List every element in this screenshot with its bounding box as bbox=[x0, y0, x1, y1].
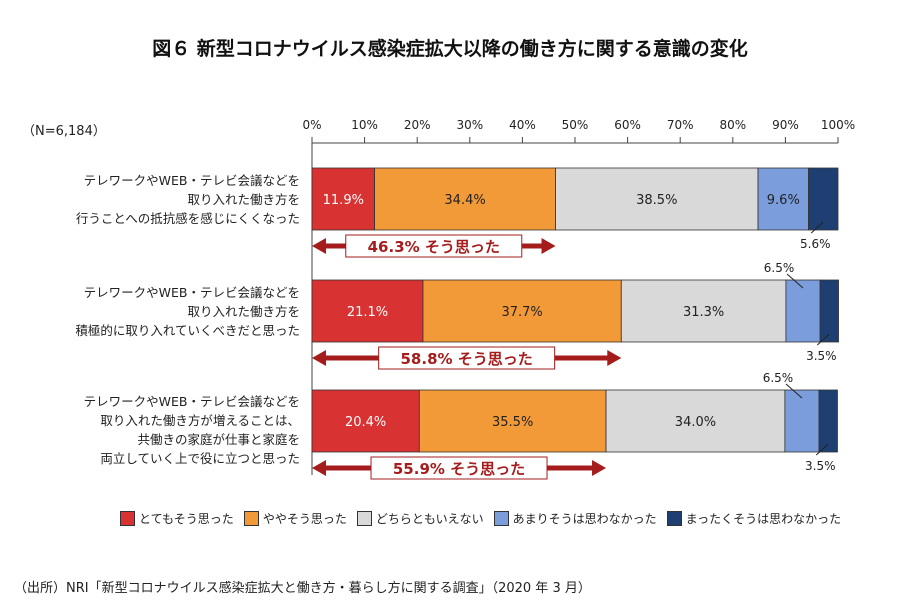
data-label: 6.5% bbox=[763, 371, 794, 385]
data-label: 35.5% bbox=[492, 415, 533, 430]
x-tick-label: 50% bbox=[562, 118, 589, 132]
category-label-line: 取り入れた働き方を bbox=[187, 303, 300, 319]
bar-segment bbox=[808, 167, 839, 231]
legend-label: どちらともいえない bbox=[375, 512, 484, 526]
x-tick-label: 30% bbox=[456, 118, 483, 132]
legend-item: あまりそうは思わなかった bbox=[493, 510, 657, 527]
data-label: 31.3% bbox=[683, 305, 724, 320]
category-label: テレワークやWEB・テレビ会議などを取り入れた働き方を積極的に取り入れていくべき… bbox=[75, 283, 300, 340]
leader-line bbox=[816, 333, 830, 346]
data-label: 34.0% bbox=[675, 415, 716, 430]
legend-swatch bbox=[666, 511, 682, 526]
data-label: 11.9% bbox=[323, 193, 364, 208]
bar-segment bbox=[374, 167, 556, 231]
leader-line bbox=[810, 221, 824, 234]
x-tick-label: 80% bbox=[719, 118, 746, 132]
data-label: 34.4% bbox=[444, 193, 485, 208]
data-label: 5.6% bbox=[800, 237, 831, 251]
bar-segment bbox=[620, 279, 787, 343]
legend-label: とてもそう思った bbox=[139, 512, 234, 526]
data-label: 3.5% bbox=[806, 349, 837, 363]
category-label-line: テレワークやWEB・テレビ会議などを bbox=[83, 284, 300, 300]
bar-segment bbox=[311, 279, 424, 343]
legend-label: あまりそうは思わなかった bbox=[512, 512, 657, 526]
x-tick-label: 20% bbox=[404, 118, 431, 132]
bar-segment bbox=[819, 279, 839, 343]
sample-size: （N=6,184） bbox=[22, 124, 106, 139]
bar-segment bbox=[605, 389, 786, 453]
category-label-line: 取り入れた働き方を bbox=[187, 191, 300, 207]
category-label-line: 取り入れた働き方が増えることは、 bbox=[100, 413, 300, 428]
legend-item: どちらともいえない bbox=[356, 510, 484, 527]
leader-line bbox=[786, 273, 804, 289]
legend-item: ややそう思った bbox=[243, 510, 347, 527]
data-label: 9.6% bbox=[767, 193, 800, 208]
bar-segment bbox=[784, 389, 820, 453]
x-tick-label: 70% bbox=[667, 118, 694, 132]
category-label: テレワークやWEB・テレビ会議などを取り入れた働き方が増えることは、共働きの家庭… bbox=[84, 392, 300, 468]
arrow-head-right bbox=[607, 350, 622, 366]
annotation-box bbox=[345, 234, 523, 258]
bar-segment bbox=[311, 389, 420, 453]
source-note: （出所）NRI「新型コロナウイルス感染症拡大と働き方・暮らし方に関する調査」（2… bbox=[14, 581, 591, 596]
category-label-line: テレワークやWEB・テレビ会議などを bbox=[83, 394, 300, 409]
arrow-head-left bbox=[312, 350, 326, 366]
bar-segment bbox=[757, 167, 809, 231]
leader-line bbox=[815, 443, 829, 456]
legend-swatch bbox=[120, 511, 135, 526]
arrow-head-right bbox=[592, 460, 607, 476]
category-label-line: テレワークやWEB・テレビ会議などを bbox=[83, 172, 300, 188]
category-label-line: 積極的に取り入れていくべきだと思った bbox=[75, 322, 300, 338]
data-label: 20.4% bbox=[345, 415, 386, 430]
legend: とてもそう思った ややそう思った どちらともいえない あまりそうは思わなかった まったく… bbox=[120, 510, 841, 527]
category-label-line: 共働きの家庭が仕事と家庭を bbox=[137, 432, 300, 447]
legend-item: とてもそう思った bbox=[120, 510, 234, 527]
arrow-head-left bbox=[312, 460, 326, 476]
legend-item: まったくそうは思わなかった bbox=[666, 510, 842, 527]
x-tick-label: 40% bbox=[509, 118, 536, 132]
legend-swatch bbox=[243, 511, 259, 526]
category-label-line: 両立していく上で役に立つと思った bbox=[100, 451, 300, 466]
data-label: 37.7% bbox=[501, 305, 542, 320]
annotation-label: 46.3% そう思った bbox=[368, 238, 500, 256]
bar-segment bbox=[785, 279, 821, 343]
x-tick-label: 60% bbox=[614, 118, 641, 132]
annotation-box bbox=[378, 346, 556, 370]
data-label: 38.5% bbox=[636, 193, 677, 208]
chart-title: 図６ 新型コロナウイルス感染症拡大以降の働き方に関する意識の変化 bbox=[152, 38, 748, 60]
legend-swatch bbox=[356, 511, 372, 526]
annotation-box bbox=[370, 456, 548, 480]
annotation-label: 58.8% そう思った bbox=[401, 350, 533, 368]
leader-line bbox=[785, 383, 803, 399]
annotation-label: 55.9% そう思った bbox=[393, 460, 525, 478]
legend-label: ややそう思った bbox=[262, 512, 347, 526]
data-label: 3.5% bbox=[805, 459, 836, 473]
x-tick-label: 90% bbox=[772, 118, 799, 132]
arrow-head-left bbox=[312, 238, 326, 254]
x-tick-label: 10% bbox=[351, 118, 378, 132]
data-label: 6.5% bbox=[764, 261, 795, 275]
arrow-head-right bbox=[541, 238, 556, 254]
category-label: テレワークやWEB・テレビ会議などを取り入れた働き方を行うことへの抵抗感を感じに… bbox=[76, 171, 300, 228]
legend-swatch bbox=[493, 511, 509, 526]
data-label: 21.1% bbox=[347, 305, 388, 320]
category-label-line: 行うことへの抵抗感を感じにくくなった bbox=[75, 210, 300, 226]
bar-segment bbox=[311, 167, 375, 231]
x-tick-label: 100% bbox=[821, 118, 855, 132]
bar-segment bbox=[818, 389, 838, 453]
x-tick-label: 0% bbox=[302, 118, 321, 132]
bar-segment bbox=[555, 167, 759, 231]
bar-segment bbox=[422, 279, 622, 343]
legend-label: まったくそうは思わなかった bbox=[685, 512, 842, 526]
